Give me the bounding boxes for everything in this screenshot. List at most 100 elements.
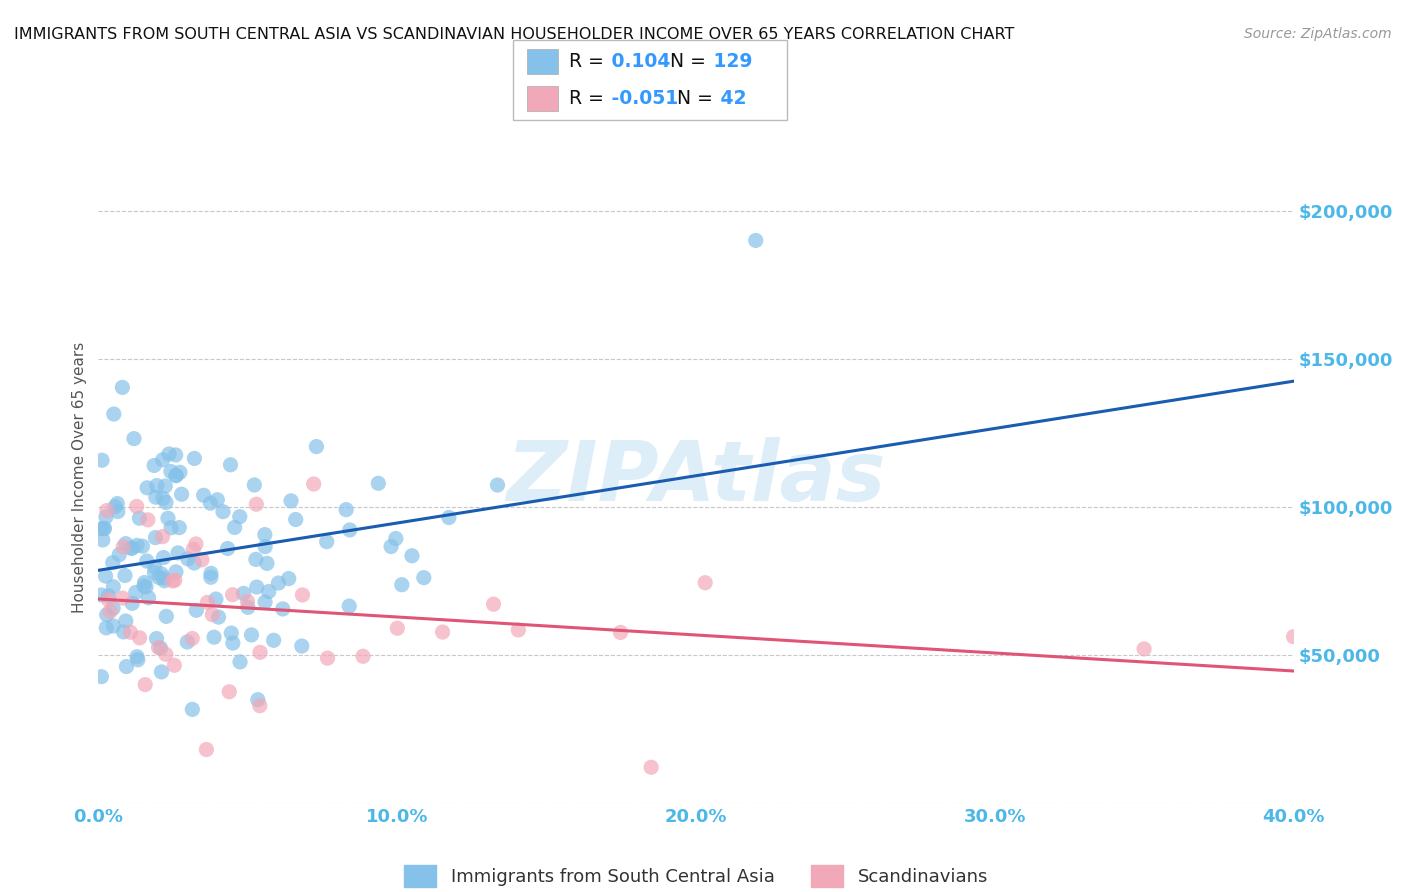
Point — [162, 574, 184, 588]
Point — [103, 407, 125, 421]
Point — [1133, 641, 1156, 656]
Text: R =: R = — [569, 89, 605, 108]
Point — [122, 432, 145, 446]
Point — [91, 453, 114, 467]
Point — [218, 684, 240, 698]
Point — [302, 477, 325, 491]
Point — [224, 520, 246, 534]
Point — [136, 513, 159, 527]
Point — [145, 490, 167, 504]
Point — [155, 479, 177, 493]
Point — [125, 500, 148, 514]
Point — [316, 651, 339, 665]
Point — [96, 503, 118, 517]
Point — [111, 591, 134, 606]
Point — [271, 602, 294, 616]
Point — [143, 566, 166, 580]
Point — [197, 595, 219, 609]
Text: ZIPAtlas: ZIPAtlas — [506, 437, 886, 517]
Point — [207, 492, 229, 507]
Point — [219, 458, 242, 472]
Point — [186, 603, 208, 617]
Point — [125, 649, 148, 664]
Point — [291, 639, 314, 653]
Point — [240, 628, 263, 642]
Text: 0.104: 0.104 — [605, 53, 669, 71]
Point — [280, 493, 302, 508]
Point — [115, 659, 138, 673]
Y-axis label: Householder Income Over 65 years: Householder Income Over 65 years — [72, 342, 87, 613]
Point — [145, 632, 167, 646]
Point — [152, 571, 174, 585]
Point — [143, 559, 166, 574]
Point — [90, 522, 112, 536]
Point — [163, 573, 186, 587]
Point — [284, 512, 307, 526]
Text: Source: ZipAtlas.com: Source: ZipAtlas.com — [1244, 27, 1392, 41]
Point — [94, 509, 117, 524]
Point — [128, 511, 150, 525]
Point — [640, 760, 662, 774]
Point — [221, 588, 243, 602]
Point — [165, 468, 187, 483]
Point — [152, 453, 174, 467]
Point — [200, 570, 222, 584]
Point — [96, 621, 118, 635]
Point — [263, 633, 285, 648]
Point — [401, 549, 423, 563]
Point — [155, 609, 177, 624]
Point — [167, 546, 190, 560]
Point — [385, 532, 408, 546]
Point — [249, 645, 271, 659]
Point — [101, 556, 124, 570]
Point — [245, 552, 267, 566]
Point — [267, 576, 290, 591]
Point — [432, 625, 454, 640]
Point — [256, 557, 278, 571]
Point — [134, 575, 156, 590]
Point — [114, 536, 136, 550]
Point — [108, 548, 131, 562]
Point — [97, 592, 120, 607]
Point — [138, 591, 160, 605]
Point — [152, 491, 174, 506]
Point — [337, 599, 360, 614]
Point — [193, 488, 215, 502]
Point — [131, 539, 153, 553]
Point — [254, 595, 277, 609]
Point — [132, 579, 155, 593]
Point — [152, 550, 174, 565]
Point — [125, 585, 148, 599]
Text: N =: N = — [658, 53, 706, 71]
Point — [160, 465, 183, 479]
Point — [148, 640, 170, 655]
Point — [486, 478, 509, 492]
Point — [257, 584, 280, 599]
Point — [149, 641, 172, 656]
Point — [184, 537, 207, 551]
Point — [212, 505, 235, 519]
Point — [160, 521, 183, 535]
Point — [191, 553, 214, 567]
Point — [305, 440, 328, 454]
Text: N =: N = — [665, 89, 713, 108]
Point — [181, 702, 204, 716]
Point — [246, 580, 269, 594]
Text: -0.051: -0.051 — [605, 89, 678, 108]
Point — [367, 476, 389, 491]
Point — [169, 466, 191, 480]
Point — [246, 692, 269, 706]
Point — [156, 511, 179, 525]
Point — [101, 601, 124, 615]
Point — [120, 625, 142, 640]
Point — [153, 574, 176, 588]
Text: R =: R = — [569, 53, 605, 71]
Point — [96, 607, 118, 622]
Point — [112, 540, 135, 554]
Point — [146, 478, 169, 492]
Point — [482, 597, 505, 611]
Point — [97, 589, 120, 603]
Point — [437, 510, 460, 524]
Point — [127, 653, 149, 667]
Point — [121, 541, 143, 555]
